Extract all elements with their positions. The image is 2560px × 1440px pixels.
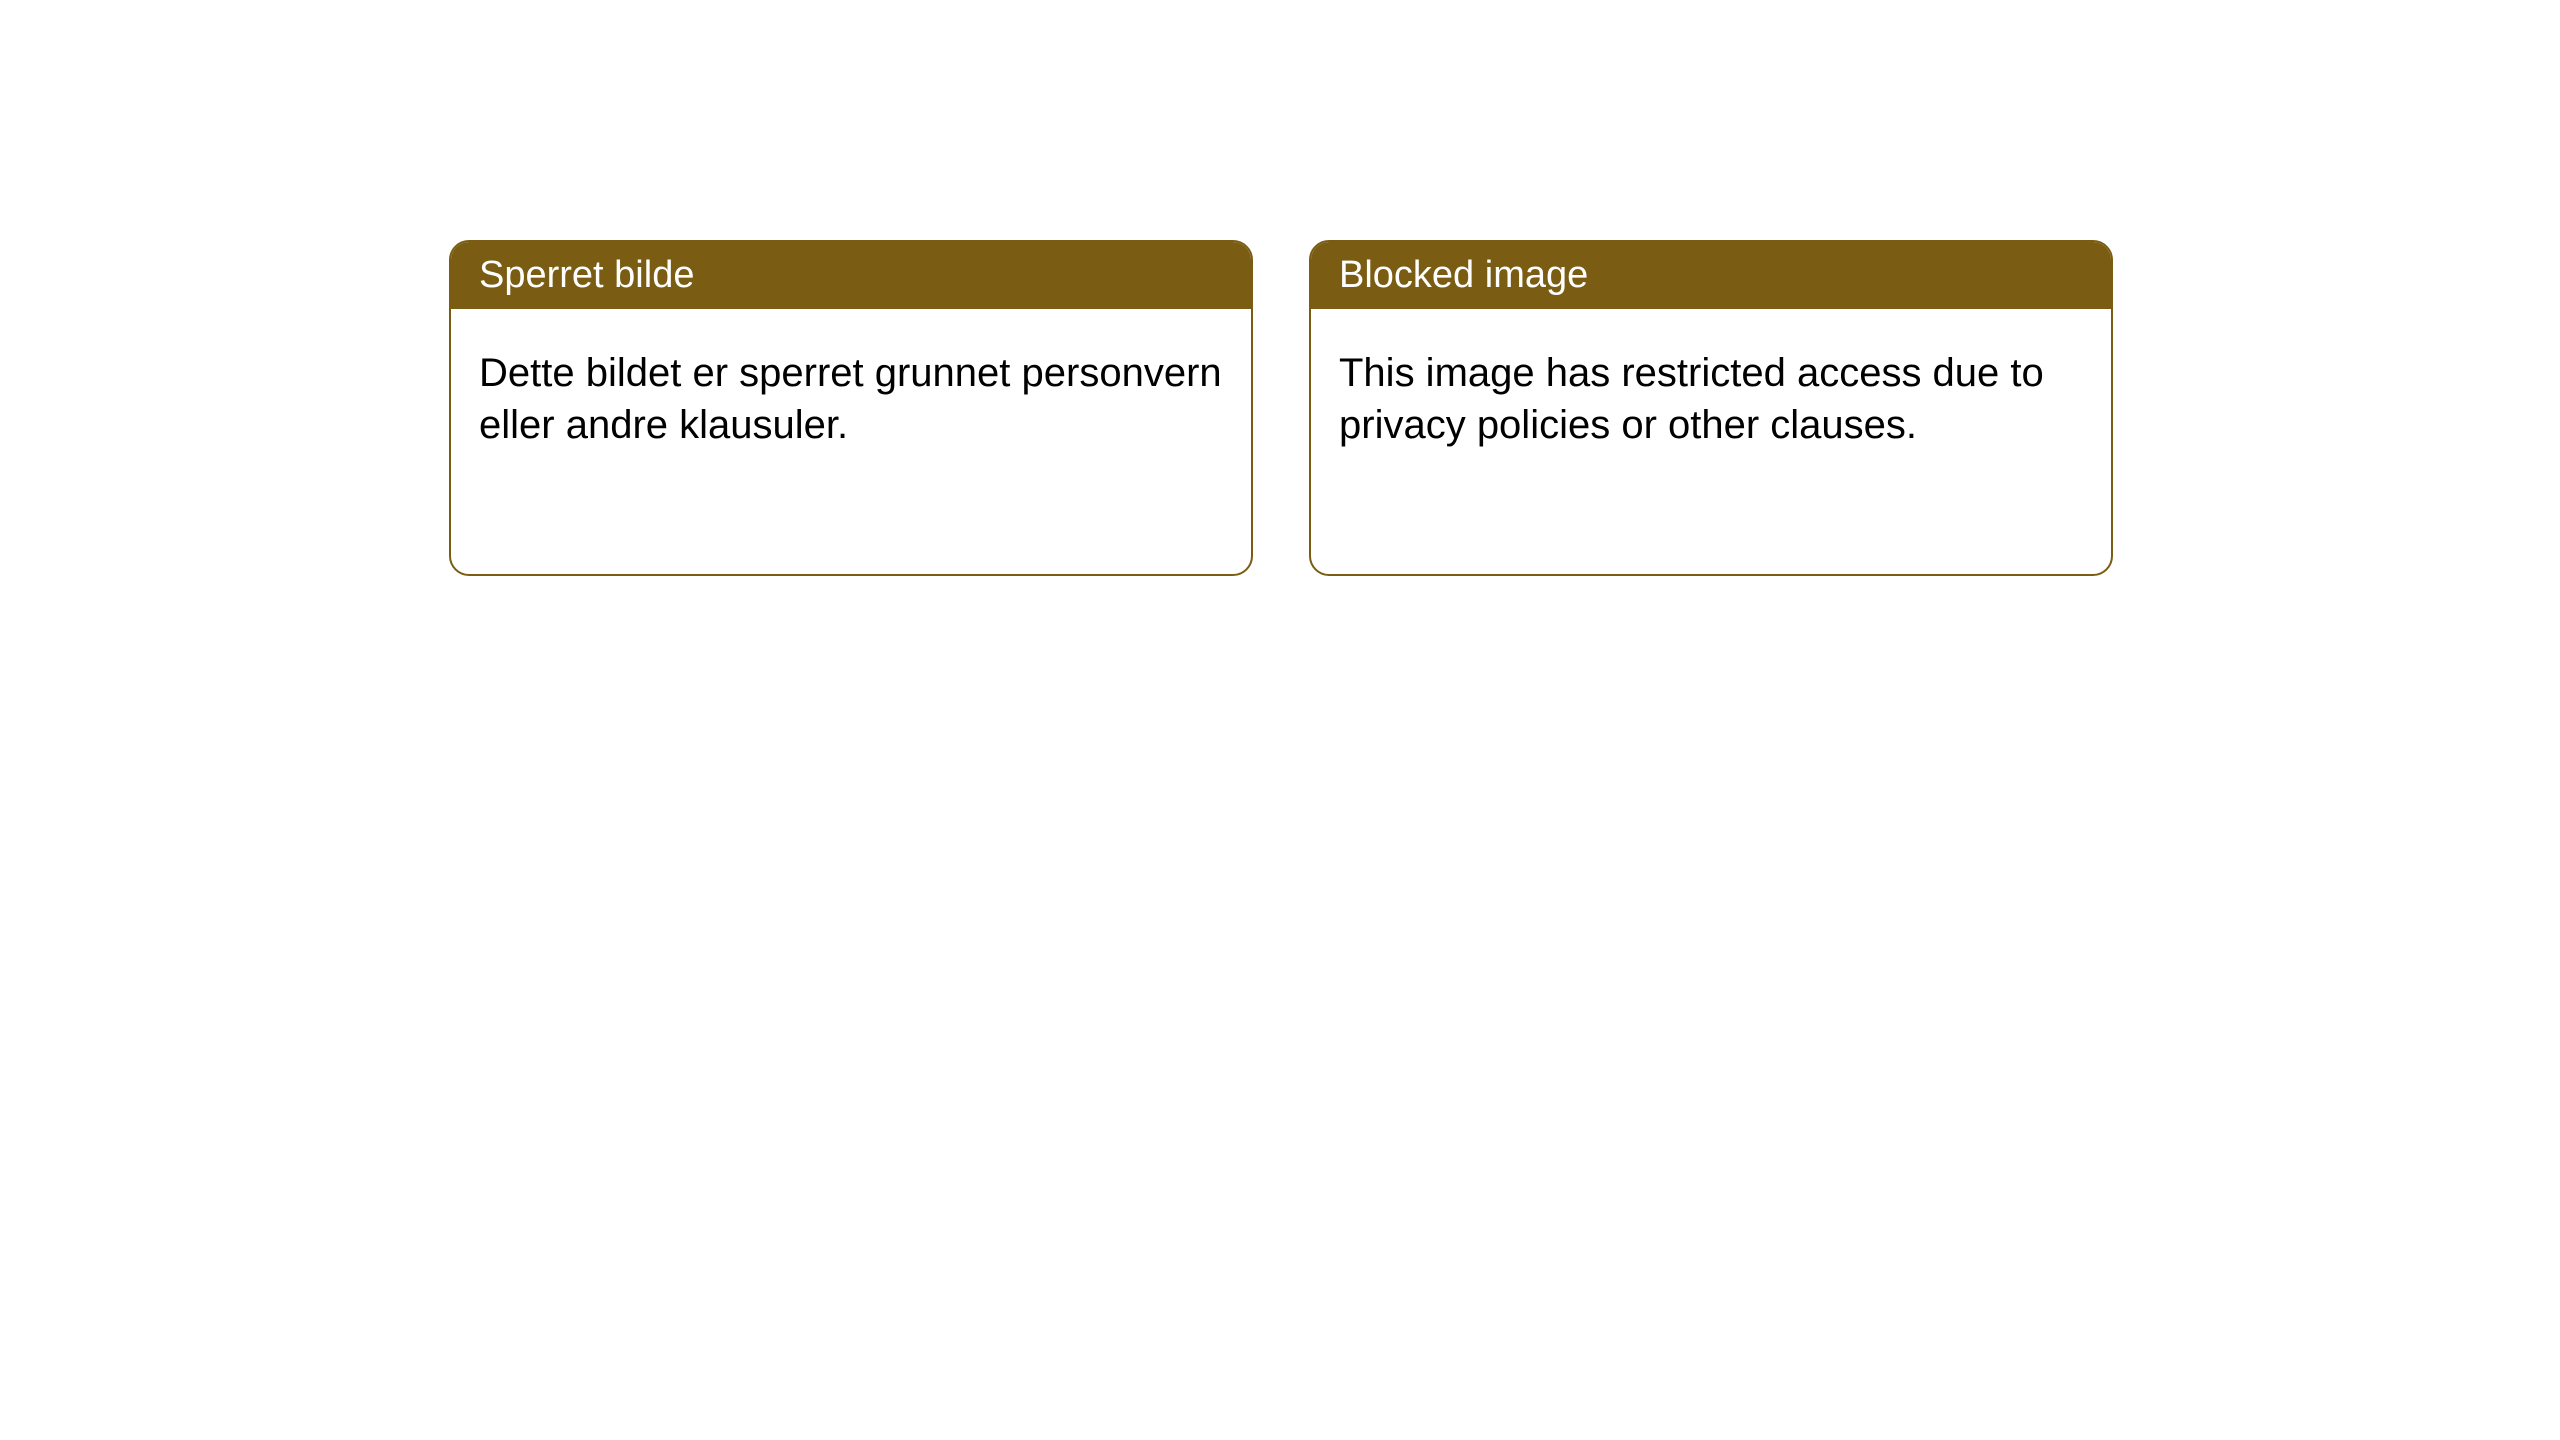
card-message: This image has restricted access due to … <box>1339 351 2044 447</box>
notice-card-english: Blocked image This image has restricted … <box>1309 240 2113 576</box>
card-title: Sperret bilde <box>479 254 694 296</box>
notice-container: Sperret bilde Dette bildet er sperret gr… <box>0 0 2560 576</box>
card-body: This image has restricted access due to … <box>1311 309 2111 489</box>
card-message: Dette bildet er sperret grunnet personve… <box>479 351 1222 447</box>
card-body: Dette bildet er sperret grunnet personve… <box>451 309 1251 489</box>
card-title: Blocked image <box>1339 254 1588 296</box>
card-header: Blocked image <box>1311 242 2111 309</box>
card-header: Sperret bilde <box>451 242 1251 309</box>
notice-card-norwegian: Sperret bilde Dette bildet er sperret gr… <box>449 240 1253 576</box>
